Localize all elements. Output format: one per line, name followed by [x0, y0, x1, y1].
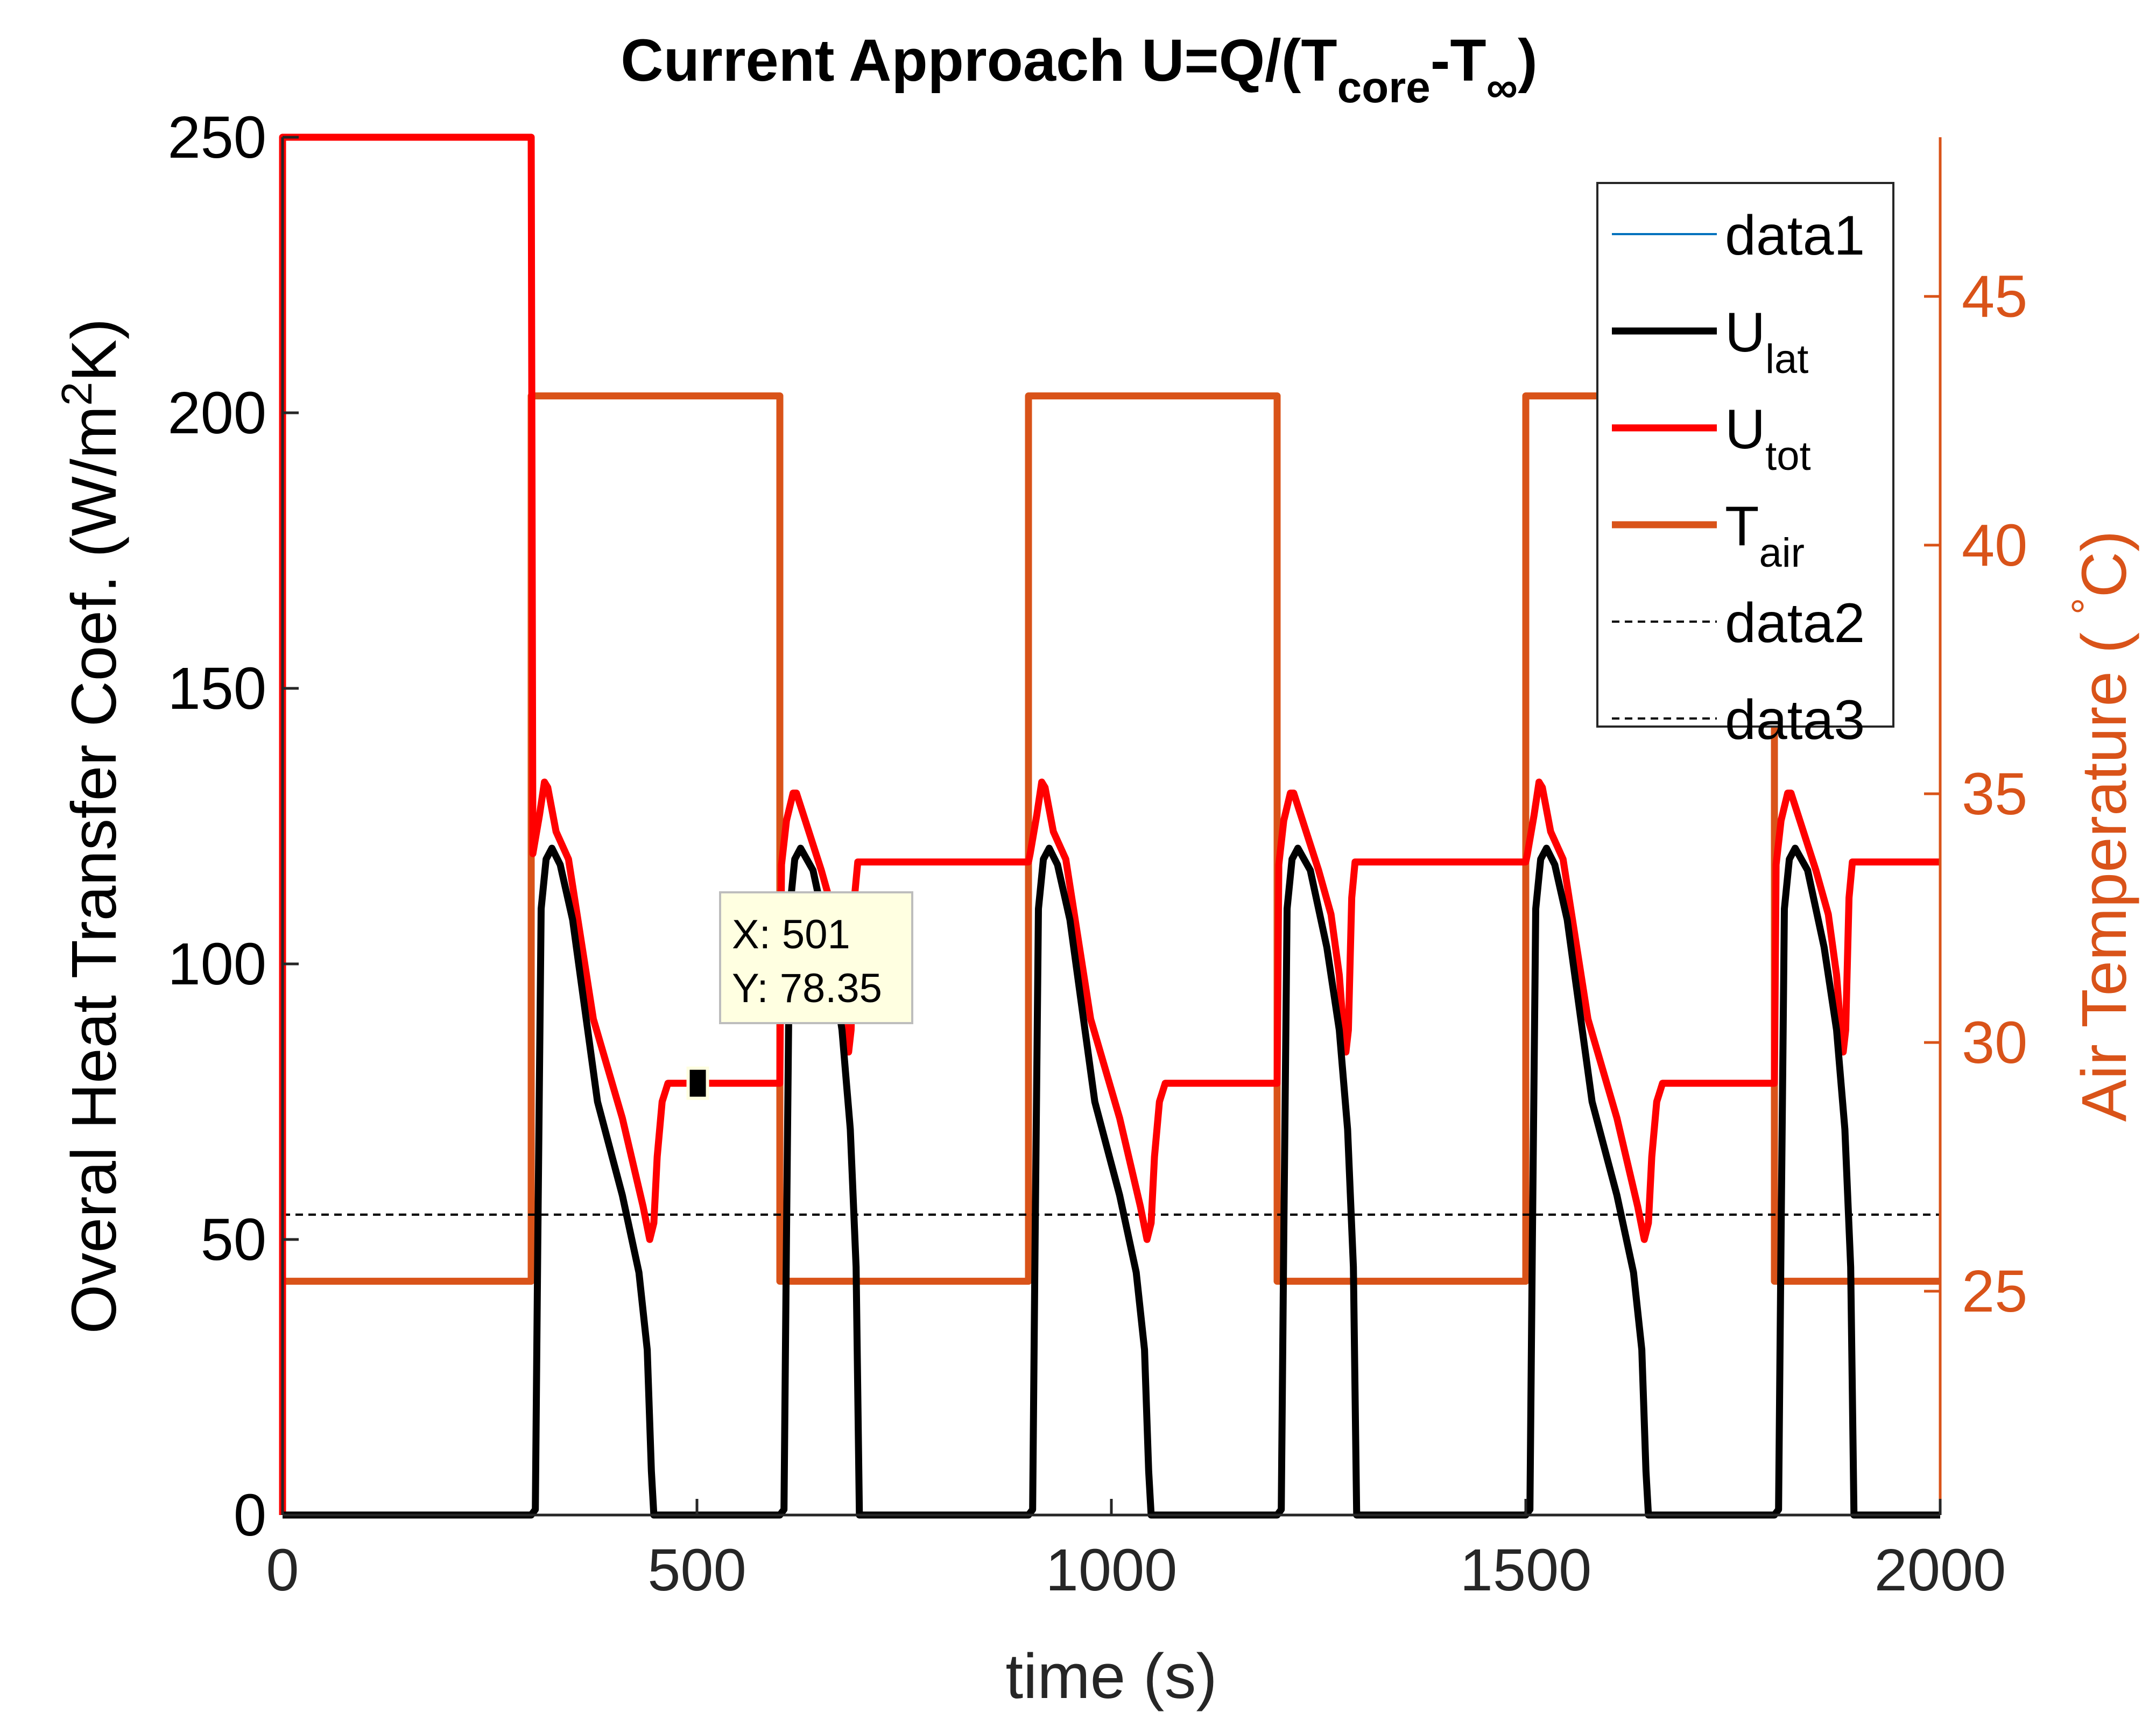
y-tick-label: 150: [167, 656, 266, 722]
legend-item[interactable]: data3: [1612, 689, 1865, 751]
y2-label-post: C): [2069, 531, 2140, 598]
title-main: Current Approach U=Q/(T: [621, 27, 1337, 94]
y-label-pre: Overal Heat Transfer Coef. (W/m: [59, 406, 130, 1334]
y2-tick-label: 40: [1962, 512, 2027, 579]
y2-tick-label: 25: [1962, 1258, 2027, 1325]
title-end: ): [1518, 27, 1538, 94]
title-mid: -T: [1431, 27, 1486, 94]
y-axis-label: Overal Heat Transfer Coef. (W/m2K): [53, 318, 130, 1334]
y2-tick-label: 30: [1962, 1010, 2027, 1076]
y2-label-sup: °: [2063, 597, 2111, 615]
legend-label: Utot: [1725, 398, 1811, 479]
chart-title: Current Approach U=Q/(Tcore-T∞): [621, 27, 1537, 112]
legend-item[interactable]: Ulat: [1612, 301, 1808, 382]
x-axis-label: time (s): [1005, 1641, 1217, 1712]
x-tick-label: 1500: [1460, 1537, 1592, 1603]
title-sub1: core: [1337, 63, 1431, 112]
tick-layer: 0 500 1000 1500 2000 0 50 100 150 200 250 25 30 35 40 4…: [167, 104, 2027, 1603]
title-sub2: ∞: [1486, 63, 1518, 112]
legend-label: Ulat: [1725, 301, 1808, 382]
legend-item[interactable]: Tair: [1612, 495, 1805, 576]
y2-label-pre: Air Temperature (: [2069, 615, 2140, 1122]
y-tick-label: 100: [167, 931, 266, 997]
x-tick-label: 0: [266, 1537, 299, 1603]
legend-label: data1: [1725, 205, 1865, 267]
y-tick-label: 250: [167, 104, 266, 171]
legend-label: data3: [1725, 689, 1865, 751]
legend-item[interactable]: data1: [1612, 205, 1865, 267]
datatip-x-label: X: 501: [732, 912, 850, 957]
legend-items: data1 Ulat Utot Tair data2 data3: [1612, 205, 1865, 751]
datatip[interactable]: X: 501 Y: 78.35: [686, 891, 913, 1100]
y-label-post: K): [59, 318, 130, 382]
legend-item[interactable]: data2: [1612, 592, 1865, 654]
y-tick-label: 0: [234, 1482, 266, 1548]
y2-tick-label: 45: [1962, 264, 2027, 330]
y2-axis-label: Air Temperature ( °C): [2063, 531, 2140, 1122]
legend-box: [1596, 182, 1894, 728]
y2-tick-label: 35: [1962, 761, 2027, 827]
legend[interactable]: data1 Ulat Utot Tair data2 data3: [1596, 182, 1894, 751]
legend-label: data2: [1725, 592, 1865, 654]
series-u-lat: [283, 844, 1940, 1519]
y-label-sup: 2: [53, 382, 101, 406]
legend-label: Tair: [1725, 495, 1805, 576]
datatip-marker: [686, 1066, 709, 1100]
legend-item[interactable]: Utot: [1612, 398, 1811, 479]
y-tick-label: 200: [167, 380, 266, 446]
x-tick-label: 2000: [1875, 1537, 2006, 1603]
x-tick-label: 1000: [1046, 1537, 1178, 1603]
y-tick-label: 50: [201, 1207, 266, 1273]
datatip-box: [719, 891, 913, 1024]
series-u-tot: [279, 133, 1940, 1515]
datatip-y-label: Y: 78.35: [732, 966, 882, 1011]
x-tick-label: 500: [647, 1537, 746, 1603]
